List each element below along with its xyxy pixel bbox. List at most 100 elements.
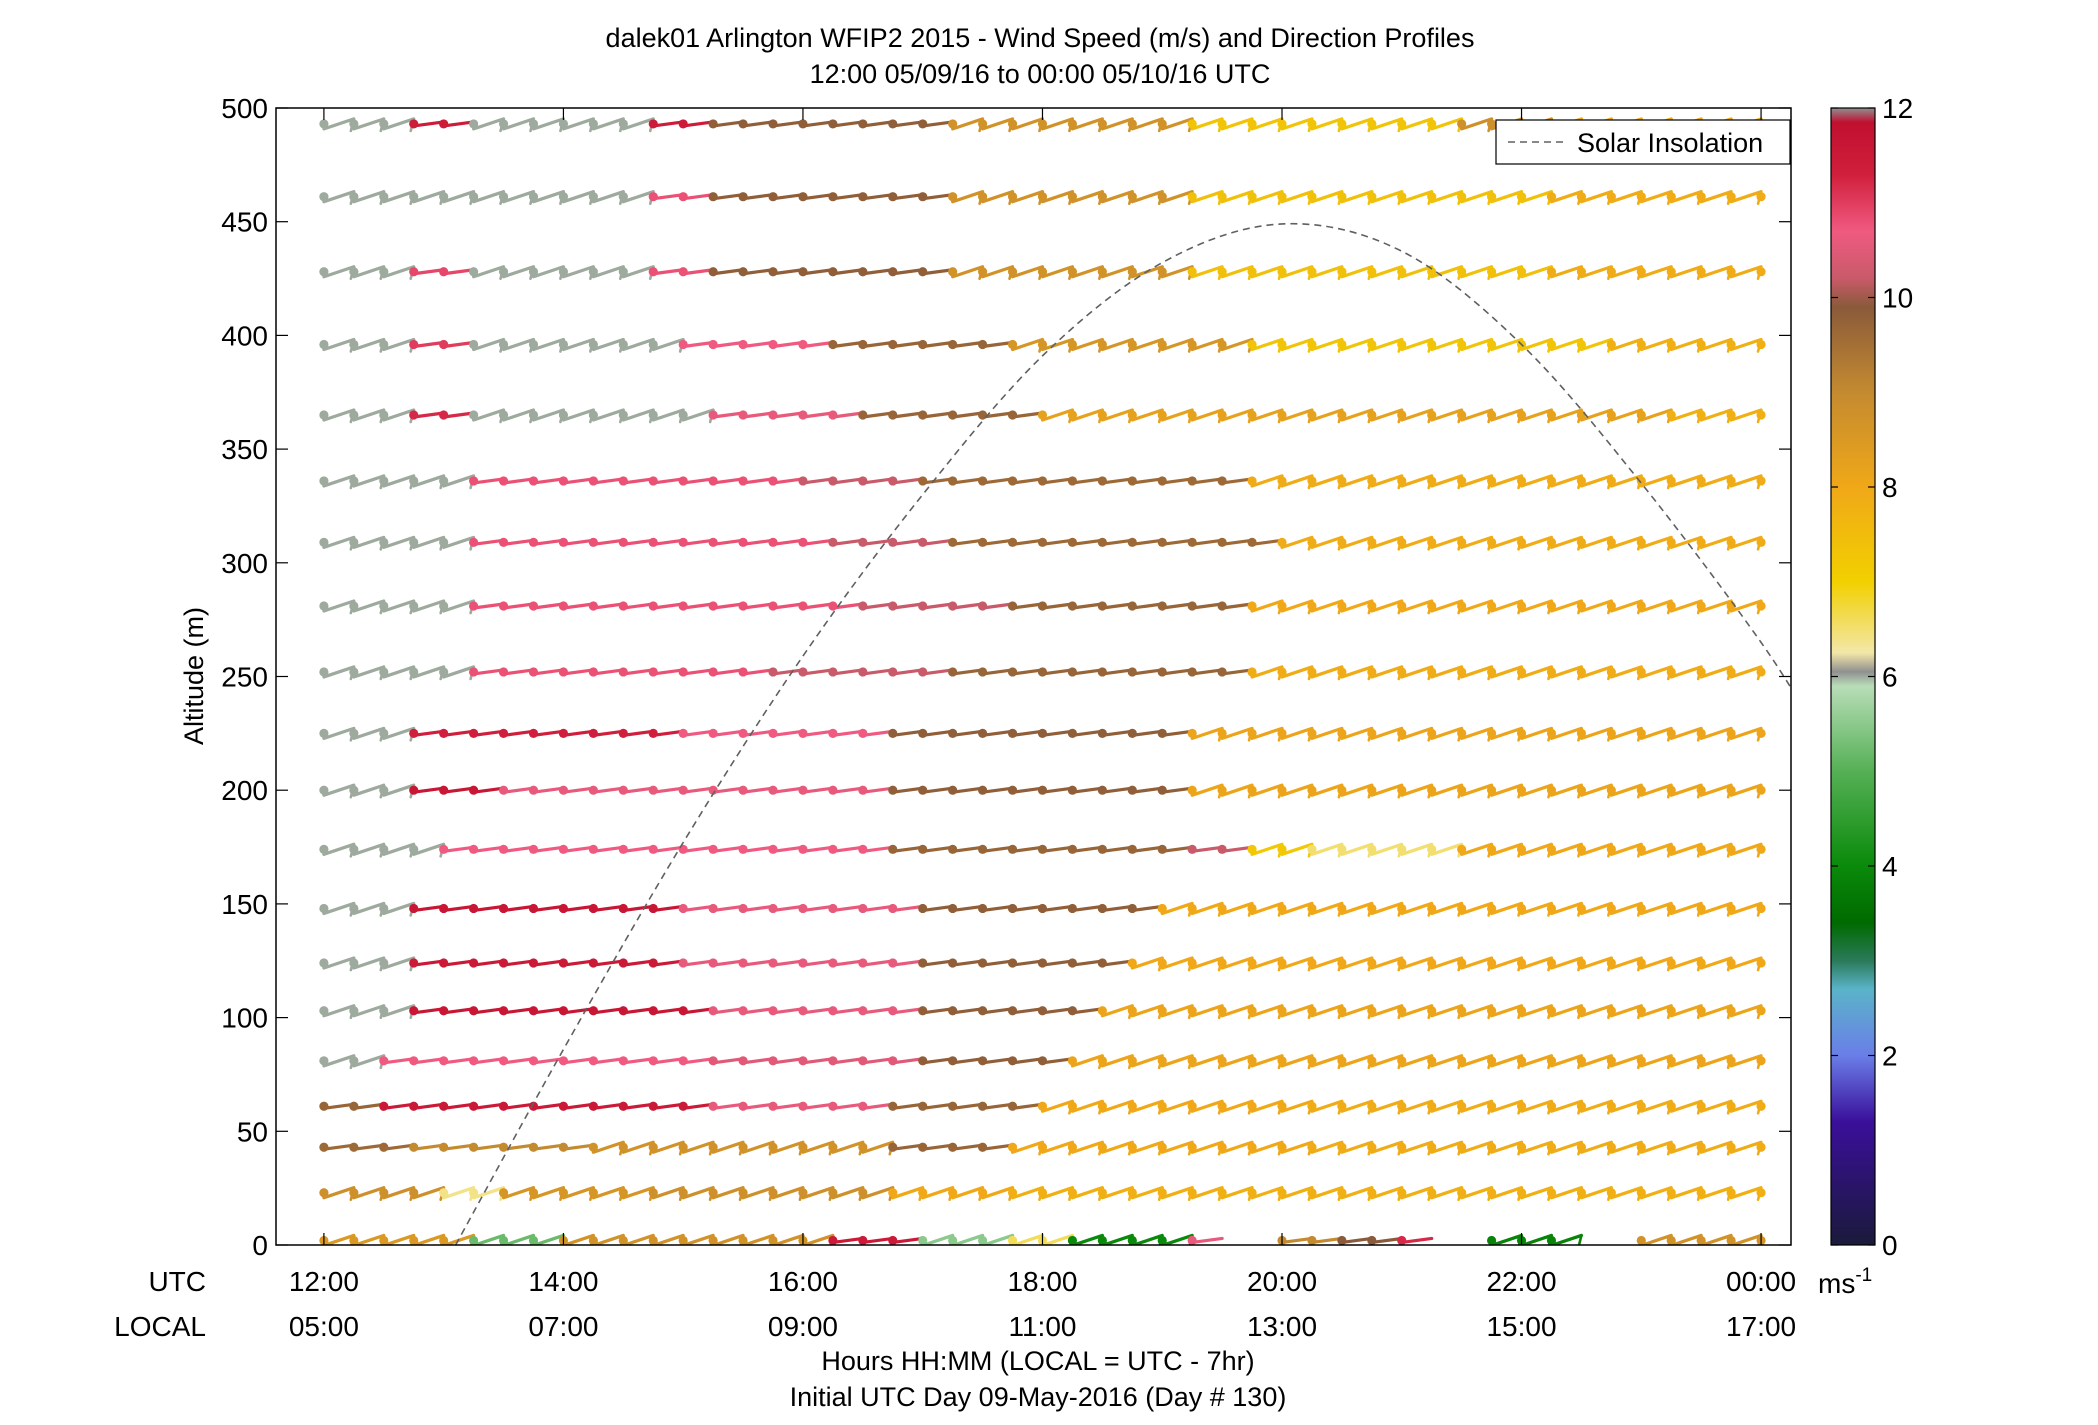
wind-barb-shaft <box>1430 408 1464 422</box>
wind-barb-shaft <box>1130 408 1164 422</box>
wind-barb-shaft <box>1370 190 1404 204</box>
wind-barb-shaft <box>1280 726 1314 740</box>
wind-barb-shaft <box>1729 901 1763 916</box>
wind-barb-point <box>558 728 569 738</box>
wind-barb-shaft <box>1130 956 1164 970</box>
wind-barb-shaft <box>1100 337 1134 352</box>
wind-barb-shaft <box>621 1102 655 1110</box>
wind-barb-point <box>648 119 658 129</box>
wind-barb-point <box>708 476 718 486</box>
wind-barb-point <box>1007 1006 1018 1016</box>
wind-barb-point <box>439 192 449 202</box>
wind-barb-point <box>588 1006 598 1016</box>
wind-barb-point <box>528 339 539 350</box>
wind-barb-point <box>1187 410 1197 420</box>
wind-barb-point <box>1007 192 1018 202</box>
wind-barb-point <box>918 119 928 129</box>
wind-barb-point <box>1397 537 1407 547</box>
wind-barb-shaft <box>1160 265 1194 279</box>
wind-barb-point <box>409 267 419 277</box>
wind-barb-shaft <box>1010 337 1045 352</box>
barb-row <box>319 901 1766 917</box>
wind-barb-layer <box>319 117 1766 1245</box>
wind-barb-shaft <box>1729 842 1763 856</box>
wind-barb-shaft <box>442 786 476 794</box>
wind-barb-shaft <box>561 337 595 352</box>
wind-barb-point <box>1247 667 1257 677</box>
barb-row <box>319 1004 1766 1020</box>
wind-barb-point <box>1756 785 1766 795</box>
wind-barb-point <box>1007 267 1018 277</box>
wind-barb-shaft <box>1070 668 1104 676</box>
wind-barb-point <box>1367 410 1377 420</box>
x-tick-label-utc: 16:00 <box>768 1266 838 1297</box>
wind-barb-point <box>1696 476 1706 486</box>
wind-barb-point <box>888 1056 898 1066</box>
wind-barb-point <box>918 903 928 914</box>
wind-barb-point <box>349 339 359 350</box>
wind-barb-point <box>319 267 329 277</box>
wind-barb-shaft <box>1340 726 1374 740</box>
wind-barb-shaft <box>861 845 895 853</box>
wind-barb-point <box>738 192 748 202</box>
wind-barb-point <box>1726 192 1736 202</box>
wind-barb-shaft <box>861 411 895 419</box>
colorbar-unit: ms-1 <box>1818 1265 1872 1299</box>
wind-barb-point <box>858 601 868 611</box>
wind-barb-point <box>1127 410 1137 420</box>
wind-barb-point <box>948 410 958 420</box>
wind-barb-point <box>1157 667 1167 677</box>
wind-barb-shaft <box>561 408 595 422</box>
wind-barb-point <box>1217 601 1227 611</box>
wind-barb-point <box>648 410 658 420</box>
wind-barb-shaft <box>1519 901 1554 916</box>
wind-barb-shaft <box>1370 474 1404 488</box>
wind-barb-shaft <box>951 729 985 737</box>
wind-barb-shaft <box>1070 904 1104 913</box>
wind-barb-shaft <box>352 1233 386 1245</box>
wind-barb-point <box>1307 119 1317 129</box>
wind-barb-point <box>1367 601 1377 611</box>
wind-barb-point <box>319 1056 329 1066</box>
wind-barb-point <box>828 339 838 350</box>
wind-barb-point <box>469 667 479 677</box>
wind-barb-point <box>409 1235 419 1245</box>
wind-barb-shaft <box>1579 1186 1613 1200</box>
wind-barb-shaft <box>591 1007 625 1015</box>
wind-barb-shaft <box>771 1233 805 1245</box>
wind-barb-shaft <box>891 193 925 201</box>
wind-barb-point <box>498 1006 509 1016</box>
wind-barb-point <box>319 601 329 611</box>
wind-barb-shaft <box>1220 845 1254 853</box>
wind-barb-point <box>1486 192 1497 202</box>
wind-barb-point <box>349 844 359 854</box>
wind-barb-shaft <box>1519 956 1554 970</box>
wind-barb-point <box>1337 1006 1347 1016</box>
wind-barb-point <box>948 1101 958 1111</box>
wind-barb-point <box>678 537 688 547</box>
wind-barb-point <box>1337 1056 1347 1066</box>
wind-barb-shaft <box>741 477 775 485</box>
wind-barb-shaft <box>1639 599 1673 613</box>
wind-barb-point <box>1187 1188 1197 1198</box>
wind-barb-point <box>1097 1056 1107 1066</box>
wind-barb-point <box>1397 339 1407 350</box>
wind-barb-point <box>1067 537 1078 547</box>
wind-barb-point <box>948 339 958 350</box>
wind-barb-shaft <box>352 535 386 549</box>
wind-barb-point <box>1037 844 1048 854</box>
wind-barb-point <box>439 267 449 277</box>
wind-barb-shaft <box>1310 726 1344 740</box>
wind-barb-shaft <box>951 904 985 913</box>
wind-barb-point <box>858 410 868 420</box>
wind-barb-shaft <box>1639 1004 1673 1018</box>
wind-barb-point <box>1037 667 1048 677</box>
wind-barb-point <box>1187 267 1197 277</box>
wind-barb-point <box>528 667 539 677</box>
wind-barb-shaft <box>861 668 895 676</box>
wind-barb-point <box>1337 1188 1347 1198</box>
wind-barb-shaft <box>1220 190 1254 204</box>
wind-barb-point <box>1067 192 1078 202</box>
